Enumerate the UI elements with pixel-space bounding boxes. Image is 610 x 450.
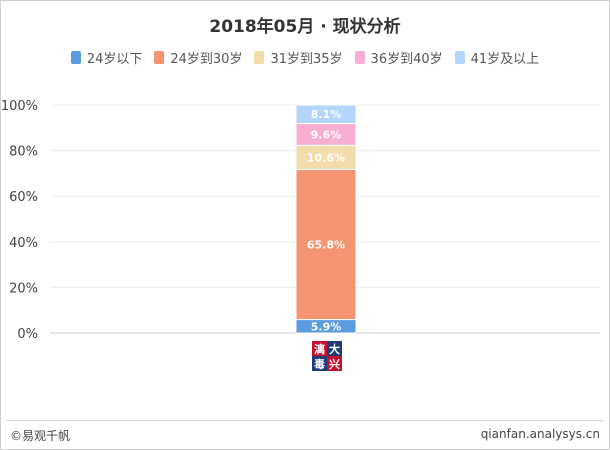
legend-swatch — [254, 51, 265, 64]
legend-label: 41岁及以上 — [470, 52, 540, 67]
y-tick-label: 100% — [1, 99, 38, 114]
legend-swatch — [154, 51, 165, 64]
footer-site: qianfan.analysys.cn — [480, 427, 600, 441]
legend-swatch — [354, 51, 365, 64]
legend-item[interactable]: 41岁及以上 — [454, 48, 540, 67]
y-tick-label: 0% — [17, 327, 38, 342]
legend-item[interactable]: 24岁到30岁 — [154, 48, 242, 67]
legend-item[interactable]: 24岁以下 — [70, 48, 143, 67]
footer-divider — [6, 420, 604, 421]
legend-swatch — [70, 51, 81, 64]
y-tick-label: 20% — [9, 281, 38, 296]
bar-segment — [295, 169, 357, 321]
legend-label: 24岁以下 — [86, 52, 143, 67]
legend: 24岁以下 24岁到30岁 31岁到35岁 36岁到40岁 41岁及以上 — [0, 48, 610, 67]
legend-label: 24岁到30岁 — [170, 52, 243, 67]
data-label: 10.6% — [307, 151, 345, 164]
legend-label: 31岁到35岁 — [270, 52, 343, 67]
logo-glyph: 漓 — [314, 342, 325, 356]
brand-logo-icon: 漓大毒兴 — [312, 341, 342, 371]
logo-glyph: 大 — [329, 342, 340, 356]
legend-item[interactable]: 36岁到40岁 — [354, 48, 443, 67]
legend-item[interactable]: 31岁到35岁 — [254, 48, 343, 67]
bar-segment — [295, 104, 357, 124]
chart-title: 2018年05月 · 现状分析 — [209, 17, 401, 37]
data-label: 9.6% — [311, 128, 342, 141]
legend-label: 36岁到40岁 — [370, 52, 443, 67]
footer-brand: ©易观千帆 — [10, 429, 71, 443]
y-tick-label: 60% — [9, 190, 38, 205]
data-label: 8.1% — [311, 108, 342, 121]
legend-swatch — [454, 51, 465, 64]
logo-glyph: 毒 — [314, 357, 325, 371]
data-label: 5.9% — [311, 320, 342, 333]
logo-glyph: 兴 — [329, 357, 340, 371]
y-tick-label: 80% — [9, 145, 38, 160]
y-tick-label: 40% — [9, 236, 38, 251]
data-label: 65.8% — [307, 239, 345, 252]
